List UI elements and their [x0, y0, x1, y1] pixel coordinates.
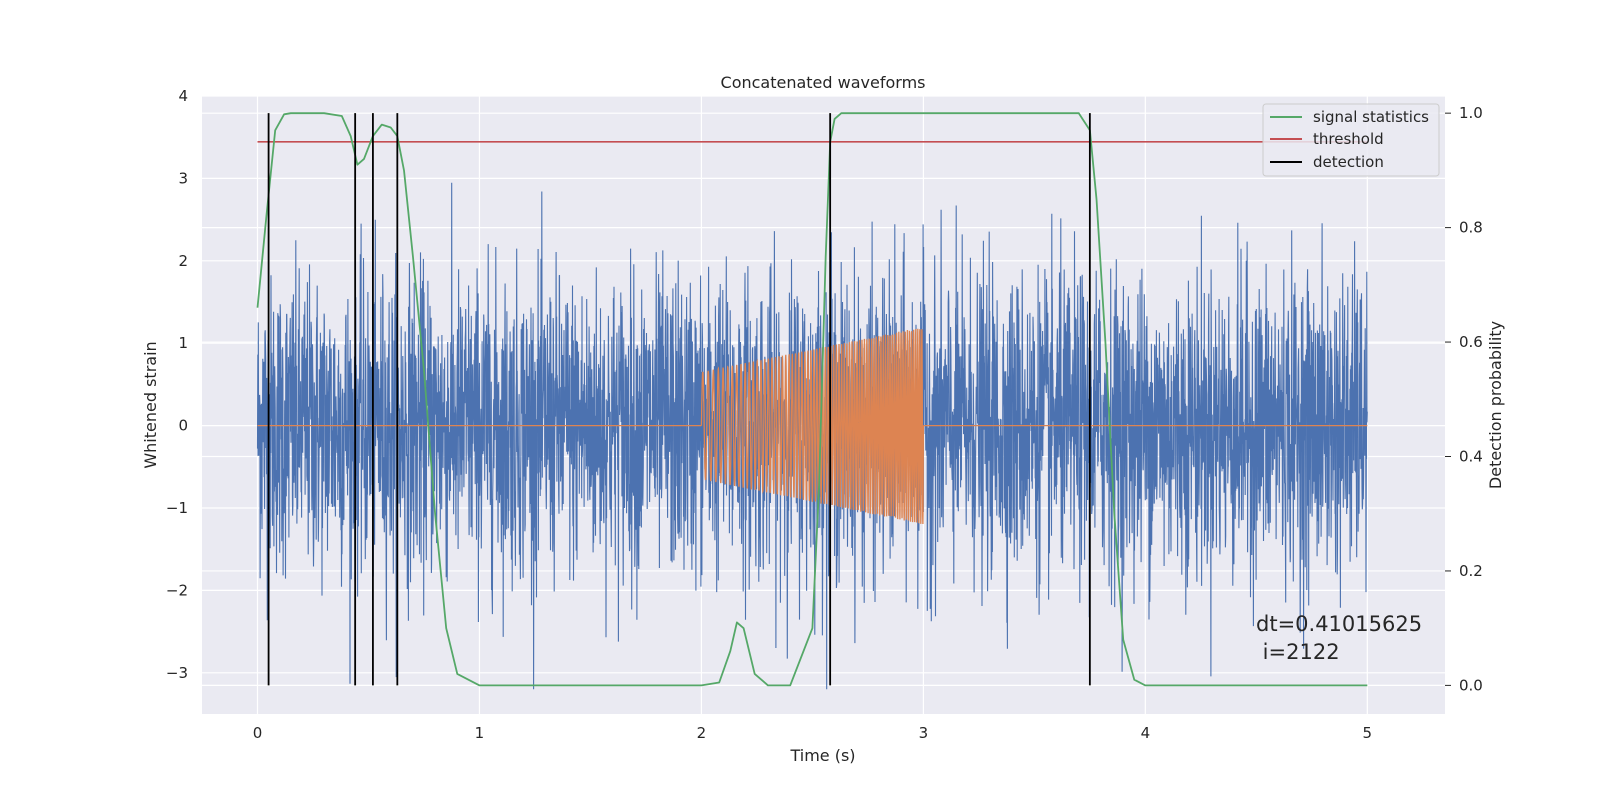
x-tick-label: 0 [253, 724, 263, 742]
legend-box [1262, 103, 1440, 177]
y-tick-label-right: 0.8 [1459, 219, 1483, 237]
x-tick-label: 1 [475, 724, 485, 742]
legend: signal statistics threshold detection [1262, 103, 1440, 177]
y-tick-label-left: 4 [178, 87, 188, 105]
signal-statistics-line [256, 112, 1368, 687]
y-axis-label-right: Detection probability [1486, 321, 1505, 489]
x-tick-label: 2 [697, 724, 707, 742]
plot-layer [256, 112, 1368, 690]
x-tick-label: 4 [1141, 724, 1151, 742]
legend-label-detection: detection [1313, 153, 1384, 171]
legend-label-threshold: threshold [1313, 130, 1384, 148]
y-tick-label-left: −2 [166, 581, 188, 599]
annotation-dt: dt=0.41015625 [1256, 612, 1422, 636]
x-tick-label: 5 [1363, 724, 1373, 742]
y-tick-label-right: 0.4 [1459, 448, 1483, 466]
y-axis-label-left: Whitened strain [141, 341, 160, 468]
y-tick-label-right: 0.2 [1459, 562, 1483, 580]
tick-labels: 0 1 2 3 4 5 −3 −2 −1 0 1 2 3 4 0.0 0.2 0.4 0.6 0.8 1.0 [166, 87, 1483, 742]
chart-title: Concatenated waveforms [721, 73, 926, 92]
y-tick-label-left: 2 [178, 252, 188, 270]
y-tick-label-left: −1 [166, 499, 188, 517]
y-tick-label-right: 0.6 [1459, 333, 1483, 351]
x-tick-label: 3 [919, 724, 929, 742]
y-tick-label-left: −3 [166, 664, 188, 682]
y-tick-label-left: 3 [178, 169, 188, 187]
y-tick-label-left: 1 [178, 334, 188, 352]
y-tick-label-right: 0.0 [1459, 676, 1483, 694]
annotation-i: i=2122 [1256, 640, 1340, 664]
chirp-series [257, 328, 1368, 525]
y-tick-label-right: 1.0 [1459, 104, 1483, 122]
legend-label-signal-statistics: signal statistics [1313, 108, 1429, 126]
x-axis-label: Time (s) [789, 746, 855, 765]
y-tick-label-left: 0 [178, 417, 188, 435]
